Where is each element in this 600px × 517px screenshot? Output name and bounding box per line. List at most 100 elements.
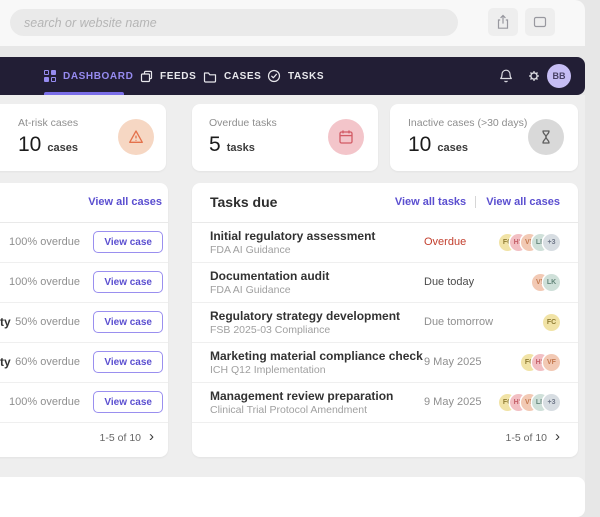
tasks-due-panel: Tasks due View all tasks View all cases …: [192, 183, 578, 457]
settings-gear-icon[interactable]: [526, 68, 542, 84]
case-overdue-percent: 100% overdue: [9, 276, 80, 288]
assignee-avatar: +3: [543, 234, 560, 251]
case-row: 100% overdue View case: [0, 263, 168, 303]
tasks-pagination: 1-5 of 10: [506, 419, 560, 457]
next-section-panel: [0, 477, 585, 517]
assignee-avatar-group: FC: [543, 314, 560, 331]
window-icon: [532, 14, 548, 30]
main-navbar: DASHBOARD FEEDS CASES TASKS: [0, 57, 585, 95]
stat-unit: cases: [437, 142, 468, 154]
check-circle-icon: [267, 69, 281, 83]
next-page-icon[interactable]: [555, 429, 560, 444]
view-case-button[interactable]: View case: [93, 311, 163, 333]
view-case-button[interactable]: View case: [93, 231, 163, 253]
tab-dashboard[interactable]: DASHBOARD: [44, 57, 133, 95]
browser-toolbar: [0, 0, 585, 46]
tab-label: FEEDS: [160, 70, 197, 82]
tab-tasks[interactable]: TASKS: [267, 57, 324, 95]
assignee-avatar-group: FC HS VF LK +3: [499, 394, 560, 411]
cases-panel-header: View all cases: [0, 183, 168, 223]
cases-pagination: 1-5 of 10: [100, 419, 154, 457]
assignee-avatar: LK: [543, 274, 560, 291]
task-title: Regulatory strategy development: [210, 309, 401, 323]
panel-title: Tasks due: [210, 194, 278, 210]
case-row: 100% overdue View case: [0, 383, 168, 423]
stat-card-at-risk: At-risk cases 10 cases: [0, 104, 166, 171]
tab-label: TASKS: [288, 70, 325, 82]
stat-unit: tasks: [226, 142, 255, 154]
task-title: Documentation audit: [210, 269, 330, 283]
task-case-subtitle: FSB 2025-03 Compliance: [210, 324, 331, 336]
stat-value: 5: [209, 133, 221, 156]
hourglass-icon: [528, 119, 564, 155]
assignee-avatar: +3: [543, 394, 560, 411]
case-name-fragment: ty: [0, 315, 11, 329]
search-input[interactable]: [10, 9, 458, 36]
case-overdue-percent: 50% overdue: [15, 316, 80, 328]
task-status: Due tomorrow: [424, 316, 494, 328]
window-tabs-button[interactable]: [525, 8, 555, 36]
task-row[interactable]: Management review preparation Clinical T…: [192, 383, 578, 423]
task-row[interactable]: Initial regulatory assessment FDA AI Gui…: [192, 223, 578, 263]
stat-unit: cases: [47, 142, 78, 154]
case-name-fragment: ty: [0, 355, 11, 369]
case-overdue-percent: 100% overdue: [9, 236, 80, 248]
tab-cases[interactable]: CASES: [203, 57, 261, 95]
warning-triangle-icon: [118, 119, 154, 155]
task-row[interactable]: Documentation audit FDA AI Guidance Due …: [192, 263, 578, 303]
stat-card-inactive-cases: Inactive cases (>30 days) 10 cases: [390, 104, 578, 171]
tab-label: CASES: [224, 70, 262, 82]
case-row: ty 60% overdue View case: [0, 343, 168, 383]
next-page-icon[interactable]: [149, 429, 154, 444]
share-button[interactable]: [488, 8, 518, 36]
task-case-subtitle: ICH Q12 Implementation: [210, 364, 326, 376]
stat-value: 10: [18, 133, 42, 156]
stat-label: At-risk cases: [18, 117, 79, 129]
view-all-tasks-link[interactable]: View all tasks: [394, 196, 467, 208]
view-case-button[interactable]: View case: [93, 271, 163, 293]
assignee-avatar-group: FC HS VF LK +3: [499, 234, 560, 251]
calendar-icon: [328, 119, 364, 155]
case-row: 100% overdue View case: [0, 223, 168, 263]
feeds-icon: [140, 70, 153, 83]
stat-label: Inactive cases (>30 days): [408, 117, 528, 129]
task-title: Management review preparation: [210, 389, 394, 403]
task-status: Overdue: [424, 236, 467, 248]
tab-feeds[interactable]: FEEDS: [140, 57, 196, 95]
dashboard-grid-icon: [44, 70, 56, 82]
notifications-bell-icon[interactable]: [498, 68, 514, 84]
stat-card-overdue-tasks: Overdue tasks 5 tasks: [192, 104, 378, 171]
view-all-cases-link[interactable]: View all cases: [475, 196, 560, 208]
active-tab-underline: [44, 92, 124, 95]
pagination-label: 1-5 of 10: [99, 432, 141, 444]
task-title: Marketing material compliance check: [210, 349, 423, 363]
case-overdue-percent: 60% overdue: [15, 356, 80, 368]
pagination-label: 1-5 of 10: [505, 432, 547, 444]
folder-icon: [203, 70, 217, 83]
case-row: ty 50% overdue View case: [0, 303, 168, 343]
tasks-panel-header: Tasks due View all tasks View all cases: [192, 183, 578, 223]
assignee-avatar-group: VF LK: [532, 274, 560, 291]
cases-due-panel: View all cases 100% overdue View case 10…: [0, 183, 168, 457]
stat-value: 10: [408, 133, 432, 156]
user-avatar[interactable]: BB: [547, 64, 571, 88]
task-row[interactable]: Regulatory strategy development FSB 2025…: [192, 303, 578, 343]
view-case-button[interactable]: View case: [93, 391, 163, 413]
task-status: 9 May 2025: [424, 356, 482, 368]
view-case-button[interactable]: View case: [93, 351, 163, 373]
tab-label: DASHBOARD: [63, 70, 134, 82]
task-title: Initial regulatory assessment: [210, 229, 376, 243]
task-row[interactable]: Marketing material compliance check ICH …: [192, 343, 578, 383]
view-all-cases-link[interactable]: View all cases: [88, 196, 162, 208]
assignee-avatar-group: FC HS VF: [521, 354, 560, 371]
case-overdue-percent: 100% overdue: [9, 396, 80, 408]
task-status: 9 May 2025: [424, 396, 482, 408]
task-case-subtitle: FDA AI Guidance: [210, 284, 291, 296]
share-icon: [495, 14, 511, 30]
task-status: Due today: [424, 276, 475, 288]
assignee-avatar: FC: [543, 314, 560, 331]
assignee-avatar: VF: [543, 354, 560, 371]
stat-label: Overdue tasks: [209, 117, 277, 129]
task-case-subtitle: Clinical Trial Protocol Amendment: [210, 404, 367, 416]
task-case-subtitle: FDA AI Guidance: [210, 244, 291, 256]
